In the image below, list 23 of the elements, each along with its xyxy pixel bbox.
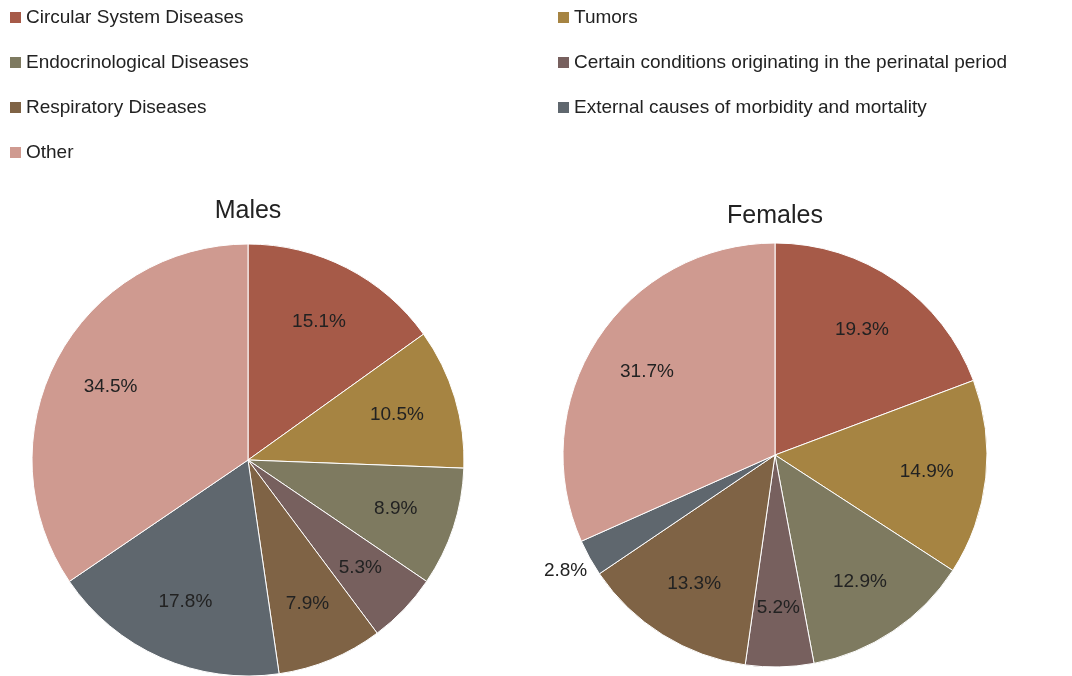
data-label: 8.9% [374, 496, 418, 518]
legend-label: Respiratory Diseases [26, 96, 207, 118]
data-label: 14.9% [899, 459, 954, 481]
data-label: 5.2% [756, 595, 801, 617]
legend-label: Certain conditions originating in the perinatal period [574, 51, 1008, 73]
data-label: 7.9% [285, 591, 330, 613]
data-label: 34.5% [83, 375, 138, 397]
legend-label: Other [26, 141, 75, 163]
data-label: 19.3% [834, 317, 889, 339]
legend-label: External causes of morbidity and mortality [574, 96, 928, 118]
data-label: 10.5% [369, 403, 424, 425]
data-label: 31.7% [620, 359, 675, 381]
chart-title: Females [727, 200, 823, 228]
text: Males [214, 195, 282, 223]
data-label: 5.3% [338, 555, 383, 577]
legend-label: Tumors [574, 6, 638, 28]
data-label: 15.1% [292, 309, 347, 331]
legend-label: Circular System Diseases [26, 6, 244, 28]
data-label: 17.8% [158, 590, 213, 612]
data-label: 13.3% [667, 572, 722, 594]
data-label: 2.8% [543, 559, 588, 581]
legend-label: Endocrinological Diseases [26, 51, 249, 73]
data-label: 12.9% [832, 569, 887, 591]
